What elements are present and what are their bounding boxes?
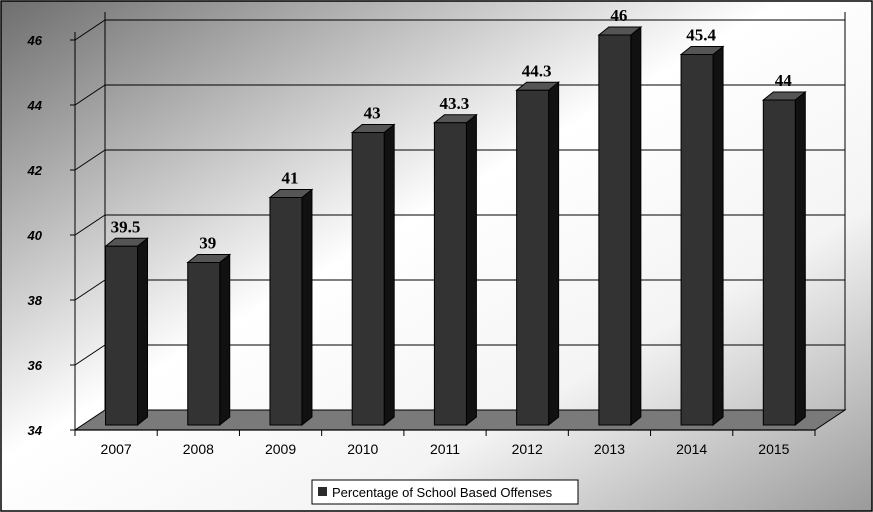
bar-front	[762, 99, 796, 426]
bar	[432, 113, 478, 427]
bar-front	[516, 89, 550, 426]
bar-front	[433, 122, 467, 426]
gridline-side	[74, 19, 106, 41]
gridline-side	[74, 279, 106, 301]
legend-box	[311, 479, 579, 505]
bar	[679, 45, 725, 427]
bar-front	[351, 132, 385, 426]
tick-labels: 34 36 38 40 42 44 46 2007 2008 2009 2010 2011 2012 20…	[27, 33, 816, 457]
bar-front	[598, 34, 632, 426]
y-tick-label: 42	[27, 163, 43, 178]
bar	[186, 253, 232, 427]
legend-swatch	[318, 487, 327, 496]
data-label: 39.5	[111, 217, 141, 236]
legend-label: Percentage of School Based Offenses	[332, 485, 553, 500]
gridline-side	[74, 214, 106, 236]
y-tick-label: 40	[27, 228, 43, 243]
data-label: 46	[610, 6, 627, 25]
x-tick-label: 2011	[430, 441, 460, 457]
data-labels: 39.5 39 41 43 43.3 44.3 46 45.4 44	[111, 6, 793, 253]
data-label: 39	[199, 234, 216, 253]
y-tick-label: 46	[27, 33, 43, 48]
data-label: 41	[281, 169, 298, 188]
x-tick-label: 2008	[183, 441, 214, 457]
x-tick-label: 2010	[347, 441, 378, 457]
bar	[104, 237, 149, 427]
data-label: 43.3	[440, 94, 470, 113]
x-tick-label: 2015	[758, 441, 789, 457]
bar-front	[269, 197, 303, 426]
data-label: 44	[775, 71, 793, 90]
bar	[350, 123, 396, 427]
data-label: 45.4	[686, 26, 716, 45]
bar-side	[465, 113, 477, 427]
gridline-side	[74, 149, 106, 171]
x-tick-label: 2009	[265, 441, 296, 457]
bar	[515, 81, 561, 427]
bars	[104, 25, 807, 427]
bar-side	[137, 237, 149, 427]
x-tick-label: 2007	[101, 441, 132, 457]
bar-side	[712, 45, 724, 427]
y-tick-label: 36	[28, 358, 43, 373]
x-tick-label: 2012	[512, 441, 543, 457]
bar-front	[105, 245, 139, 426]
bar-front	[680, 54, 714, 426]
bar	[268, 188, 314, 427]
bar-side	[383, 123, 395, 427]
bar	[597, 25, 643, 427]
data-label: 43	[364, 104, 381, 123]
bar-side	[630, 25, 642, 427]
bar-side	[548, 81, 560, 427]
x-tick-label: 2014	[676, 441, 707, 457]
bar	[761, 90, 807, 427]
gridline-side	[74, 84, 106, 106]
y-tick-label: 38	[28, 293, 43, 308]
legend: Percentage of School Based Offenses	[311, 479, 579, 505]
bar-side	[301, 188, 313, 427]
data-label: 44.3	[522, 61, 552, 80]
bar-front	[187, 262, 221, 426]
x-tick-label: 2013	[594, 441, 625, 457]
bar-side	[794, 90, 806, 427]
bar-side	[219, 253, 231, 427]
y-tick-label: 44	[27, 98, 43, 113]
gridline-side	[74, 344, 106, 366]
y-tick-label: 34	[28, 423, 43, 438]
